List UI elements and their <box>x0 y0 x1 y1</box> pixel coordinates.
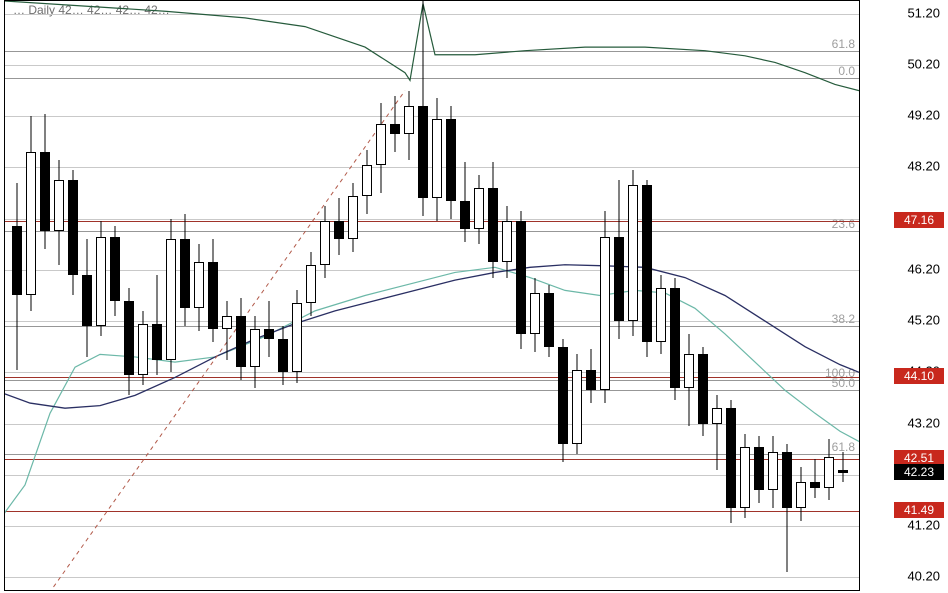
candle <box>404 1 414 590</box>
candle <box>194 1 204 590</box>
y-tick-label: 50.20 <box>907 57 940 72</box>
candle <box>418 1 428 590</box>
y-tick-label: 51.20 <box>907 5 940 20</box>
price-tag: 42.23 <box>894 464 944 480</box>
candle <box>810 1 820 590</box>
candle <box>124 1 134 590</box>
candle <box>768 1 778 590</box>
candle <box>628 1 638 590</box>
candle <box>376 1 386 590</box>
candle <box>586 1 596 590</box>
candle <box>824 1 834 590</box>
y-tick-label: 48.20 <box>907 159 940 174</box>
candle <box>236 1 246 590</box>
candle <box>166 1 176 590</box>
price-tag: 47.16 <box>894 212 944 228</box>
candle <box>54 1 64 590</box>
candle <box>614 1 624 590</box>
candle <box>152 1 162 590</box>
candle <box>432 1 442 590</box>
candle <box>250 1 260 590</box>
candle <box>110 1 120 590</box>
candle <box>600 1 610 590</box>
candle <box>460 1 470 590</box>
candle <box>320 1 330 590</box>
y-tick-label: 43.20 <box>907 415 940 430</box>
candle <box>264 1 274 590</box>
y-tick-label: 45.20 <box>907 313 940 328</box>
candle <box>684 1 694 590</box>
candle <box>642 1 652 590</box>
candle <box>572 1 582 590</box>
candle <box>502 1 512 590</box>
candle <box>446 1 456 590</box>
candle <box>26 1 36 590</box>
candle <box>782 1 792 590</box>
plot-area[interactable]: … Daily 42… 42… 42… 42… 61.80.023.638.21… <box>4 0 860 591</box>
price-tag: 44.10 <box>894 368 944 384</box>
candle <box>796 1 806 590</box>
candle <box>558 1 568 590</box>
candle <box>278 1 288 590</box>
candle <box>40 1 50 590</box>
candle <box>530 1 540 590</box>
candle <box>292 1 302 590</box>
candle <box>474 1 484 590</box>
candle <box>516 1 526 590</box>
price-tag: 41.49 <box>894 502 944 518</box>
candle <box>488 1 498 590</box>
candle <box>222 1 232 590</box>
candle <box>334 1 344 590</box>
y-tick-label: 49.20 <box>907 108 940 123</box>
candle <box>754 1 764 590</box>
candle <box>656 1 666 590</box>
candle <box>306 1 316 590</box>
candle <box>670 1 680 590</box>
y-tick-label: 46.20 <box>907 261 940 276</box>
y-tick-label: 41.20 <box>907 517 940 532</box>
candle <box>348 1 358 590</box>
y-tick-label: 40.20 <box>907 569 940 584</box>
candle <box>712 1 722 590</box>
candle <box>726 1 736 590</box>
candle <box>838 1 848 590</box>
candle <box>68 1 78 590</box>
candlestick-chart[interactable]: … Daily 42… 42… 42… 42… 61.80.023.638.21… <box>0 0 948 593</box>
candle <box>138 1 148 590</box>
candle <box>362 1 372 590</box>
candle <box>740 1 750 590</box>
candle <box>698 1 708 590</box>
candle <box>82 1 92 590</box>
candle <box>390 1 400 590</box>
candle <box>12 1 22 590</box>
candle <box>208 1 218 590</box>
candle <box>180 1 190 590</box>
y-axis: 40.2041.2042.2043.2044.2045.2046.2047.20… <box>860 0 948 593</box>
candle <box>544 1 554 590</box>
candle <box>96 1 106 590</box>
